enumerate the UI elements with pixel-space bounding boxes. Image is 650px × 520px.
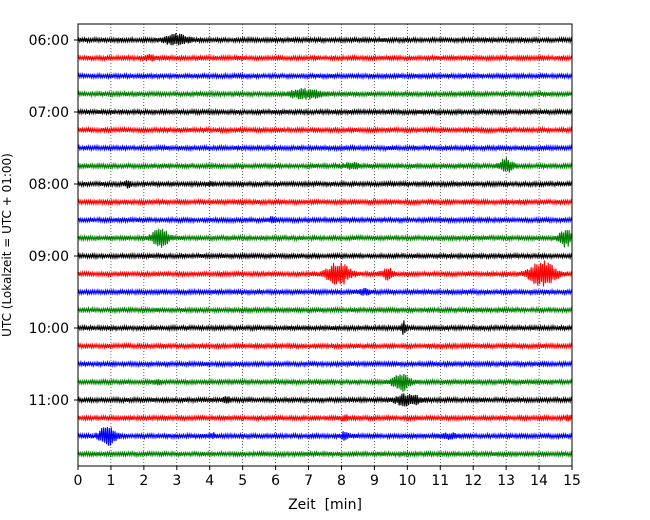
trace-row-1000 (77, 320, 573, 335)
x-tick-label-6: 6 (271, 473, 280, 489)
trace-row-0700 (77, 107, 573, 117)
trace-row-0815 (77, 197, 573, 207)
x-tick-label-13: 13 (497, 473, 515, 489)
y-tick-label-1100: 11:00 (29, 393, 69, 409)
trace-row-0945 (77, 305, 573, 315)
x-tick-label-10: 10 (398, 473, 416, 489)
y-tick-label-0600: 06:00 (29, 33, 69, 49)
x-tick-label-4: 4 (205, 473, 214, 489)
trace-row-1100 (77, 393, 573, 407)
y-tick-label-0800: 08:00 (29, 177, 69, 193)
trace-row-0730 (77, 143, 573, 153)
trace-row-0930 (77, 287, 573, 297)
x-axis-title: Zeit [min] (288, 497, 362, 513)
x-tick-label-9: 9 (370, 473, 379, 489)
trace-row-1045 (77, 373, 573, 392)
trace-row-1145 (77, 449, 573, 459)
trace-row-0715 (77, 125, 573, 135)
x-tick-label-14: 14 (530, 473, 548, 489)
x-tick-label-11: 11 (431, 473, 449, 489)
y-tick-label-0700: 07:00 (29, 105, 69, 121)
y-tick-label-0900: 09:00 (29, 249, 69, 265)
x-ticks: 0 1 2 3 4 5 6 7 8 9 10 11 12 13 14 15 (74, 466, 581, 489)
trace-row-0915 (77, 260, 573, 287)
x-tick-label-3: 3 (172, 473, 181, 489)
x-tick-label-12: 12 (464, 473, 482, 489)
x-tick-label-0: 0 (74, 473, 83, 489)
x-tick-label-15: 15 (563, 473, 581, 489)
trace-row-0800 (77, 179, 573, 189)
x-tick-label-5: 5 (238, 473, 247, 489)
trace-row-0845 (77, 228, 573, 248)
plot-frame (77, 23, 573, 467)
traces (77, 33, 573, 459)
x-tick-label-2: 2 (139, 473, 148, 489)
trace-row-1015 (77, 341, 573, 351)
trace-row-0745 (77, 157, 573, 173)
trace-row-0830 (77, 215, 573, 225)
y-ticks: 06:00 07:00 08:00 09:00 10:00 11:00 (29, 33, 78, 409)
trace-row-0900 (77, 251, 573, 261)
x-tick-label-1: 1 (106, 473, 115, 489)
trace-row-1130 (77, 427, 573, 446)
x-tick-label-8: 8 (337, 473, 346, 489)
trace-row-0645 (77, 88, 573, 100)
trace-row-0600 (77, 33, 573, 46)
trace-row-1115 (77, 413, 573, 423)
y-tick-label-1000: 10:00 (29, 321, 69, 337)
trace-row-0615 (77, 53, 573, 63)
trace-row-0630 (77, 71, 573, 81)
x-tick-label-7: 7 (304, 473, 313, 489)
trace-row-1030 (77, 359, 573, 369)
y-axis-title: UTC (Lokalzeit = UTC + 01:00) (0, 153, 14, 337)
